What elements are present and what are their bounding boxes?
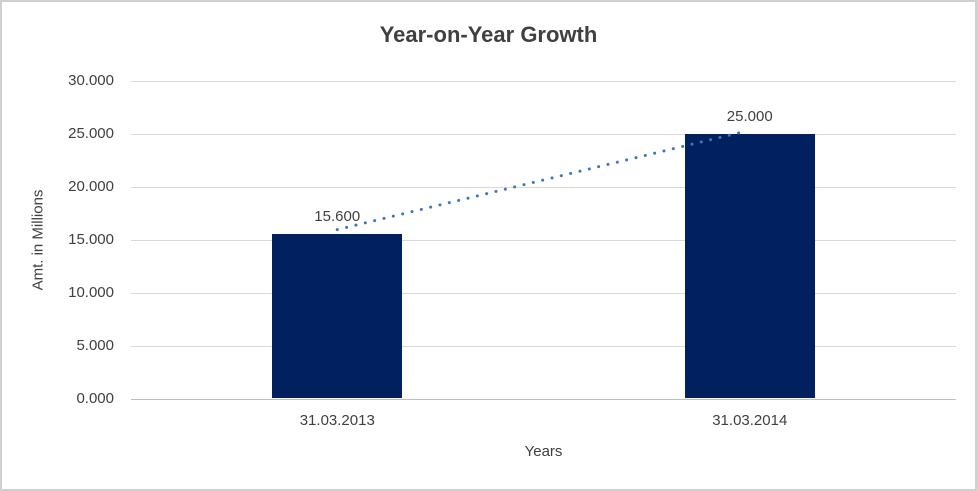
x-axis-title: Years [524,443,563,460]
y-tick-label: 15.000 [68,231,114,248]
gridline [131,186,956,188]
y-tick-label: 25.000 [68,125,114,142]
x-tick-label: 31.03.2014 [712,412,788,429]
y-tick-label: 10.000 [68,284,114,301]
y-tick-label: 30.000 [68,72,114,89]
gridline [131,80,956,82]
trend-line [335,129,749,232]
bar [684,134,815,398]
data-label: 25.000 [726,108,773,125]
y-tick-label: 20.000 [68,178,114,195]
plot-area: 15.600 25.000 [131,80,956,400]
gridline [131,239,956,241]
bar [272,233,403,398]
y-tick-label: 5.000 [76,337,114,354]
gridline [131,292,956,294]
gridline [131,345,956,347]
x-axis-line [131,398,956,400]
x-tick-label: 31.03.2013 [299,412,375,429]
y-tick-label: 0.000 [76,390,114,407]
chart-title: Year-on-Year Growth [379,22,598,47]
gridline [131,133,956,135]
data-label: 15.600 [314,207,361,225]
